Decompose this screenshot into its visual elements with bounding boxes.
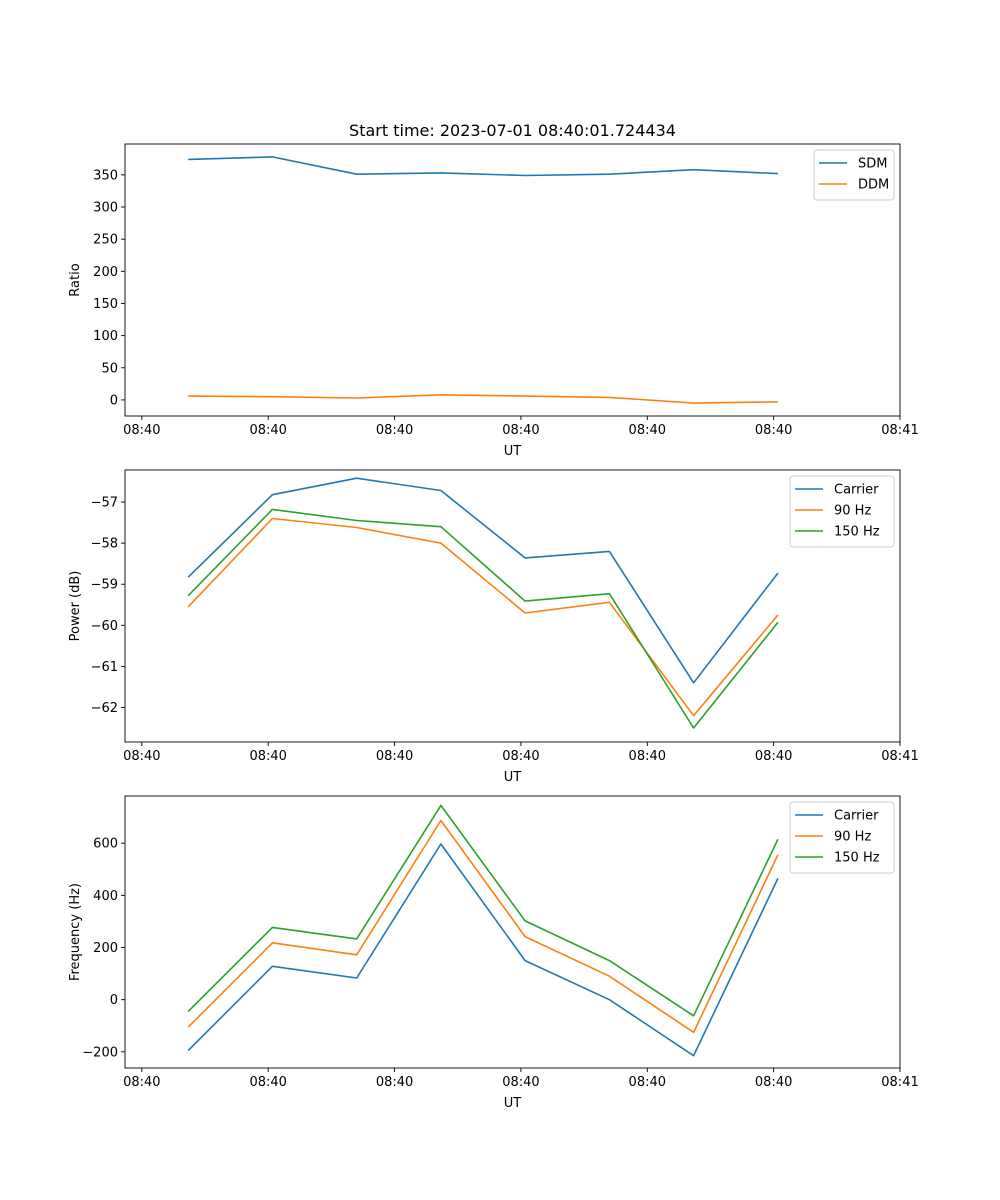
y-tick-label: −59 — [91, 578, 118, 593]
y-tick-label: −57 — [91, 496, 118, 511]
legend-label-150-hz: 150 Hz — [834, 851, 880, 866]
x-tick-label: 08:41 — [881, 749, 918, 764]
y-tick-label: −60 — [91, 619, 118, 634]
series-line-90-hz — [187, 517, 779, 717]
legend-label-carrier: Carrier — [834, 483, 879, 498]
y-tick-label: 100 — [93, 329, 118, 344]
y-axis-label: Power (dB) — [68, 571, 83, 642]
y-axis-label: Frequency (Hz) — [68, 883, 83, 981]
series-line-90-hz — [187, 819, 779, 1034]
y-tick-label: 200 — [93, 265, 118, 280]
x-tick-label: 08:40 — [376, 1075, 413, 1090]
y-tick-label: 350 — [93, 168, 118, 183]
y-tick-label: 600 — [93, 837, 118, 852]
y-tick-label: 300 — [93, 201, 118, 216]
legend: SDM DDM — [813, 149, 895, 201]
series-line-150-hz — [187, 804, 779, 1017]
x-tick-label: 08:40 — [249, 749, 286, 764]
legend-box — [789, 475, 895, 548]
axes-frame — [124, 795, 901, 1069]
x-tick-label: 08:40 — [755, 749, 792, 764]
x-tick-label: 08:40 — [376, 423, 413, 438]
y-tick-label: −61 — [91, 660, 118, 675]
legend: Carrier 90 Hz 150 Hz — [789, 801, 895, 874]
y-tick-label: −58 — [91, 537, 118, 552]
y-tick-label: 200 — [93, 941, 118, 956]
series-line-carrier — [187, 843, 779, 1057]
x-tick-label: 08:40 — [376, 749, 413, 764]
x-tick-label: 08:40 — [629, 749, 666, 764]
x-tick-label: 08:41 — [881, 1075, 918, 1090]
x-tick-label: 08:40 — [502, 1075, 539, 1090]
y-tick-label: 400 — [93, 889, 118, 904]
chart-title: Start time: 2023-07-01 08:40:01.724434 — [349, 121, 676, 140]
x-tick-label: 08:40 — [249, 423, 286, 438]
legend-label-90-hz: 90 Hz — [834, 830, 871, 845]
legend-box — [789, 801, 895, 874]
x-tick-label: 08:41 — [881, 423, 918, 438]
y-tick-label: 0 — [110, 993, 118, 1008]
legend-label-90-hz: 90 Hz — [834, 504, 871, 519]
y-axis-label: Ratio — [68, 263, 83, 296]
x-tick-label: 08:40 — [629, 423, 666, 438]
x-tick-label: 08:40 — [502, 749, 539, 764]
axes-frame — [124, 469, 901, 743]
series-line-150-hz — [187, 508, 779, 729]
y-tick-label: 50 — [101, 361, 118, 376]
x-tick-label: 08:40 — [502, 423, 539, 438]
y-tick-label: −62 — [91, 701, 118, 716]
plots: 08:40 08:40 08:40 08:40 08:40 08:40 08:41 0 50 10… — [68, 121, 919, 1111]
series-line-ddm — [188, 393, 778, 404]
y-tick-label: −200 — [82, 1045, 118, 1060]
axes-frame — [124, 143, 901, 417]
y-tick-label: 150 — [93, 297, 118, 312]
x-tick-label: 08:40 — [629, 1075, 666, 1090]
x-tick-label: 08:40 — [755, 423, 792, 438]
legend: Carrier 90 Hz 150 Hz — [789, 475, 895, 548]
y-tick-label: 250 — [93, 233, 118, 248]
x-tick-label: 08:40 — [123, 423, 160, 438]
x-axis-label: UT — [504, 770, 522, 785]
y-tick-label: 0 — [110, 393, 118, 408]
x-tick-label: 08:40 — [249, 1075, 286, 1090]
plot-3: 08:40 08:40 08:40 08:40 08:40 08:40 08:41 −200 0… — [68, 795, 919, 1111]
plot-2: 08:40 08:40 08:40 08:40 08:40 08:40 08:41 −57 −5… — [68, 469, 919, 785]
series-line-carrier — [187, 477, 779, 684]
plot-1: 08:40 08:40 08:40 08:40 08:40 08:40 08:41 0 50 10… — [68, 121, 919, 459]
x-tick-label: 08:40 — [123, 1075, 160, 1090]
legend-label-carrier: Carrier — [834, 809, 879, 824]
x-axis-label: UT — [504, 1096, 522, 1111]
x-tick-label: 08:40 — [755, 1075, 792, 1090]
series-line-sdm — [188, 156, 778, 177]
x-tick-label: 08:40 — [123, 749, 160, 764]
legend-label-sdm: SDM — [858, 157, 887, 172]
x-axis-label: UT — [504, 444, 522, 459]
legend-label-ddm: DDM — [858, 178, 889, 193]
legend-label-150-hz: 150 Hz — [834, 525, 880, 540]
